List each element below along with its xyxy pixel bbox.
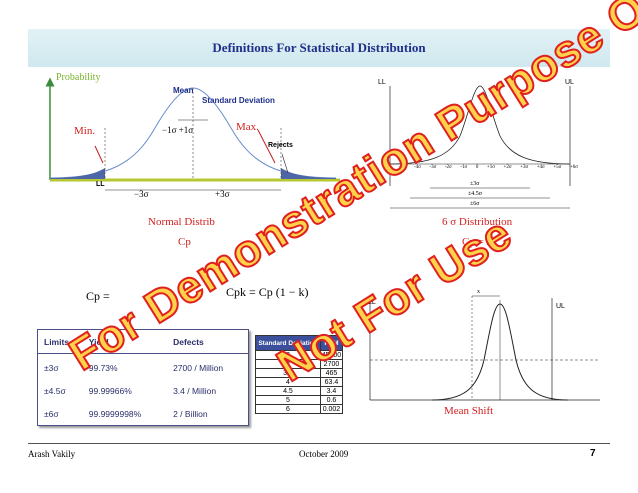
mean-shift-caption: Mean Shift — [444, 405, 494, 417]
sigma-label: −1σ +1σ — [162, 125, 194, 135]
table-cell: 4.5 — [255, 386, 321, 396]
table-row: ±6σ 99.9999998% 2 / Billion — [38, 400, 248, 423]
table-cell: ±3σ — [44, 363, 59, 373]
table-cell: ±6σ — [44, 409, 59, 419]
ll-label: LL — [96, 181, 105, 188]
table-cell: 63.4 — [319, 377, 344, 387]
table-cell: ±4.5σ — [44, 386, 66, 396]
footer-author: Arash Vakily — [28, 449, 76, 459]
rejects-label: Rejects — [268, 142, 293, 149]
sigma-tick: +4σ — [536, 165, 545, 170]
cpk-formula: Cpk = Cp (1 − k) — [226, 285, 309, 299]
table-row: 5 0.6 — [255, 395, 344, 405]
sigma-tick: +1σ — [486, 165, 495, 170]
normal-distribution-diagram — [45, 77, 340, 191]
normal-cp-caption: Cp — [178, 236, 191, 248]
sigma-tick: -2σ — [444, 165, 452, 170]
table-cell: 99.9999998% — [88, 409, 142, 419]
six-sigma-diagram — [389, 85, 571, 209]
mean-shift-ul: UL — [556, 303, 565, 310]
table-cell: 0.002 — [319, 404, 344, 414]
min-pointer — [94, 145, 104, 164]
six-sigma-ll: LL — [378, 79, 386, 86]
mean-shift-ll: LL — [368, 299, 376, 306]
shift-mark: x — [477, 289, 480, 295]
table-cell: 0.6 — [319, 395, 344, 405]
yield-header: Yield — [82, 330, 168, 354]
left-tail-reject — [50, 168, 105, 179]
mean-shift-diagram — [369, 295, 600, 401]
sigma-tick: +6σ — [569, 165, 578, 170]
table-cell: 2 / Billion — [173, 409, 208, 419]
sigma-tick: +3σ — [520, 165, 529, 170]
ppm-table: Standard Deviation PPM 2 45500 3 2700 3.5 465 4… — [255, 335, 344, 414]
mean-label: Mean — [173, 86, 194, 95]
ppm-header: PPM — [319, 335, 344, 351]
table-cell: 2700 / Million — [173, 363, 224, 373]
table-row: 6 0.002 — [255, 404, 344, 414]
cp-formula: Cp = — [86, 289, 110, 303]
range45-label: ±4.5σ — [468, 191, 483, 197]
sigma-tick: +2σ — [503, 165, 512, 170]
max-pointer — [257, 129, 276, 164]
table-row: ±4.5σ 99.99966% 3.4 / Million — [38, 377, 248, 400]
sigma-tick: -5σ — [398, 165, 406, 170]
table-cell: 99.73% — [88, 363, 118, 373]
yield-table: Limits Yield Defects ±3σ 99.73% 2700 / Milli… — [37, 329, 249, 426]
page-title: Definitions For Statistical Distribution — [212, 40, 426, 55]
min-label: Min. — [74, 125, 96, 137]
footer-date: October 2009 — [299, 449, 349, 459]
range3-label: ±3σ — [470, 181, 480, 187]
yield-header: Defects — [167, 330, 248, 354]
table-cell: 99.99966% — [88, 386, 132, 396]
probability-label: Probability — [56, 72, 101, 83]
rejects-pointer — [281, 153, 289, 174]
normal-caption: Normal Distrib — [148, 216, 215, 228]
sigma-tick: 0 — [475, 165, 479, 170]
plus-three-sigma: +3σ — [215, 189, 230, 199]
six-sigma-curve — [389, 85, 571, 165]
right-tail-reject — [281, 168, 336, 179]
yield-header: Limits — [38, 330, 83, 354]
table-row: ±3σ 99.73% 2700 / Million — [38, 354, 248, 378]
six-sigma-ul: UL — [565, 79, 574, 86]
page-number: 7 — [590, 448, 596, 459]
six-sigma-caption: 6 σ Distribution — [442, 216, 513, 228]
sigma-tick: -6σ — [383, 165, 390, 170]
footer-divider — [28, 443, 610, 444]
range6-label: ±6σ — [470, 201, 480, 207]
sigma-tick: +5σ — [553, 165, 562, 170]
minus-three-sigma: −3σ — [134, 189, 149, 199]
six-sigma-cp: Cp = 2 — [462, 236, 493, 248]
sigma-tick: -3σ — [429, 165, 437, 170]
six-sigma-ticks: -6σ -5σ -4σ -3σ -2σ -1σ 0 +1σ +2σ +3σ +4σ +5σ +6σ — [383, 165, 578, 170]
max-label: Max. — [236, 121, 259, 133]
table-cell: 3.4 / Million — [173, 386, 217, 396]
mean-shift-curve — [431, 303, 569, 401]
table-cell: 5 — [255, 395, 321, 405]
title-banner — [28, 29, 610, 67]
table-cell: 6 — [255, 404, 321, 414]
std-deviation-label: Standard Deviation — [202, 96, 275, 105]
sigma-tick: -4σ — [413, 165, 421, 170]
sigma-tick: -1σ — [460, 165, 468, 170]
table-cell: 3.4 — [319, 386, 344, 396]
